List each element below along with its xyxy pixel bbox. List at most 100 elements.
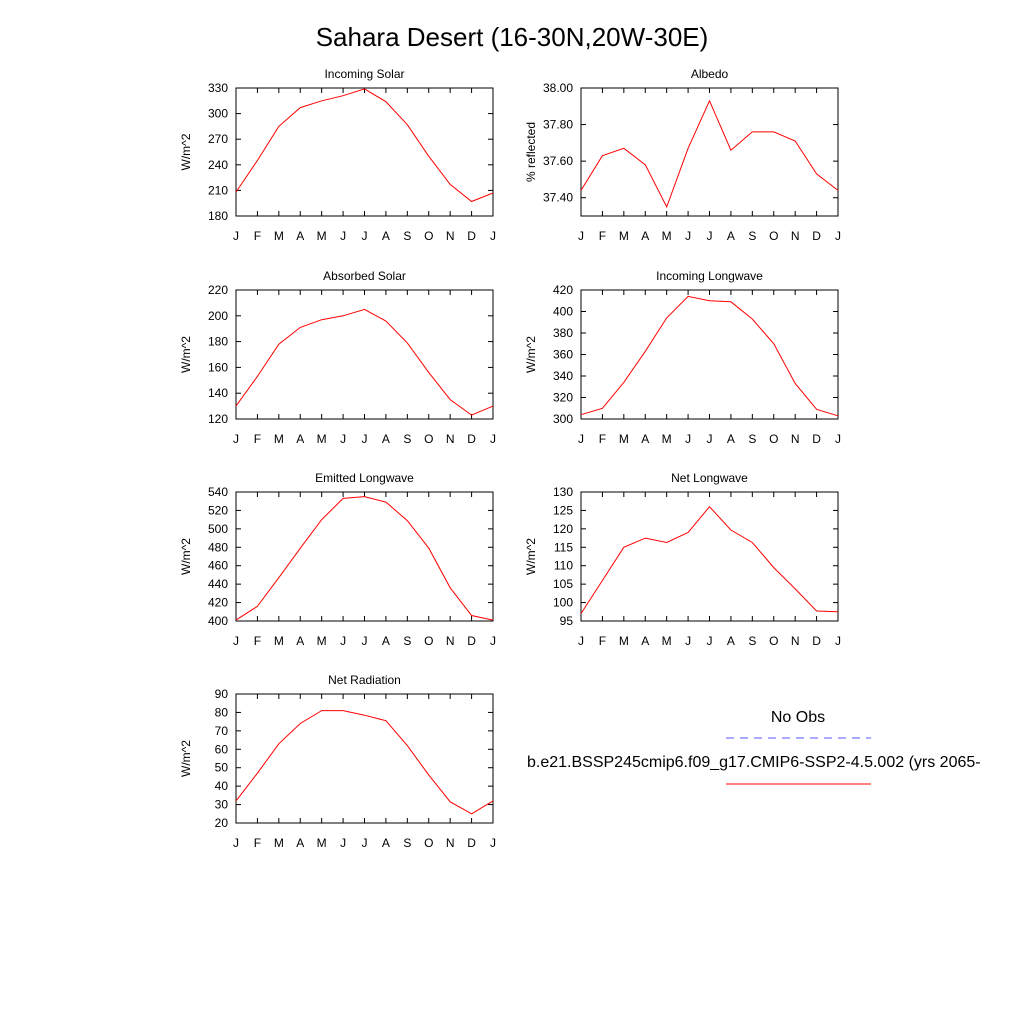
incoming-solar-xtick-label: J bbox=[233, 229, 239, 243]
net-radiation-xtick-label: M bbox=[317, 836, 327, 850]
emitted-longwave-xtick-label: J bbox=[233, 634, 239, 648]
incoming-solar-xtick-label: A bbox=[382, 229, 390, 243]
net-longwave-xtick-label: A bbox=[727, 634, 735, 648]
albedo-xtick-label: S bbox=[748, 229, 756, 243]
incoming-solar-xtick-label: M bbox=[317, 229, 327, 243]
incoming-solar-xtick-label: S bbox=[403, 229, 411, 243]
absorbed-solar-ytick-label: 120 bbox=[208, 412, 228, 426]
emitted-longwave-ytick-label: 540 bbox=[208, 485, 228, 499]
absorbed-solar-xtick-label: N bbox=[446, 432, 455, 446]
incoming-solar-xtick-label: N bbox=[446, 229, 455, 243]
incoming-longwave-ytick-label: 420 bbox=[553, 283, 573, 297]
emitted-longwave-title: Emitted Longwave bbox=[315, 471, 414, 485]
net-radiation-xtick-label: S bbox=[403, 836, 411, 850]
figure-title: Sahara Desert (16-30N,20W-30E) bbox=[316, 22, 709, 52]
absorbed-solar-xtick-label: S bbox=[403, 432, 411, 446]
net-longwave-xtick-label: J bbox=[685, 634, 691, 648]
emitted-longwave-ytick-label: 520 bbox=[208, 503, 228, 517]
emitted-longwave-ylabel: W/m^2 bbox=[179, 538, 193, 575]
albedo-ytick-label: 38.00 bbox=[543, 81, 573, 95]
net-longwave-series-line bbox=[580, 505, 839, 614]
net-longwave-xtick-label: J bbox=[707, 634, 713, 648]
net-longwave-xtick-label: N bbox=[791, 634, 800, 648]
net-radiation-xtick-label: J bbox=[340, 836, 346, 850]
incoming-longwave-ytick-label: 340 bbox=[553, 369, 573, 383]
incoming-longwave-xtick-label: J bbox=[685, 432, 691, 446]
absorbed-solar-ytick-label: 200 bbox=[208, 309, 228, 323]
emitted-longwave-xtick-label: S bbox=[403, 634, 411, 648]
legend-obs-label: No Obs bbox=[771, 709, 825, 726]
albedo-xtick-label: J bbox=[578, 229, 584, 243]
incoming-longwave-title: Incoming Longwave bbox=[656, 269, 763, 283]
albedo-xtick-label: D bbox=[812, 229, 821, 243]
net-longwave-xtick-label: M bbox=[662, 634, 672, 648]
absorbed-solar-xtick-label: A bbox=[382, 432, 390, 446]
emitted-longwave-xtick-label: A bbox=[382, 634, 390, 648]
emitted-longwave-xtick-label: N bbox=[446, 634, 455, 648]
net-longwave-ytick-label: 125 bbox=[553, 503, 573, 517]
incoming-solar-xtick-label: J bbox=[340, 229, 346, 243]
net-longwave-ytick-label: 95 bbox=[560, 614, 574, 628]
net-radiation-ytick-label: 80 bbox=[215, 705, 229, 719]
incoming-solar-ytick-label: 210 bbox=[208, 183, 228, 197]
emitted-longwave-xtick-label: A bbox=[296, 634, 304, 648]
absorbed-solar-xtick-label: M bbox=[317, 432, 327, 446]
net-longwave-xtick-label: J bbox=[835, 634, 841, 648]
net-radiation-xtick-label: F bbox=[254, 836, 261, 850]
absorbed-solar-ytick-label: 160 bbox=[208, 360, 228, 374]
albedo-xtick-label: O bbox=[769, 229, 778, 243]
absorbed-solar-xtick-label: A bbox=[296, 432, 304, 446]
net-longwave-xtick-label: A bbox=[641, 634, 649, 648]
albedo-xtick-label: J bbox=[707, 229, 713, 243]
net-longwave-ytick-label: 130 bbox=[553, 485, 573, 499]
incoming-longwave-ytick-label: 320 bbox=[553, 391, 573, 405]
net-radiation-xtick-label: J bbox=[362, 836, 368, 850]
net-radiation-ytick-label: 90 bbox=[215, 687, 229, 701]
net-radiation-xtick-label: A bbox=[382, 836, 390, 850]
incoming-solar-xtick-label: O bbox=[424, 229, 433, 243]
net-radiation-xtick-label: J bbox=[490, 836, 496, 850]
incoming-solar-xtick-label: D bbox=[467, 229, 476, 243]
incoming-solar-ytick-label: 300 bbox=[208, 107, 228, 121]
albedo-xtick-label: M bbox=[662, 229, 672, 243]
emitted-longwave-xtick-label: D bbox=[467, 634, 476, 648]
albedo-title: Albedo bbox=[691, 67, 729, 81]
emitted-longwave-ytick-label: 500 bbox=[208, 522, 228, 536]
emitted-longwave-xtick-label: M bbox=[274, 634, 284, 648]
net-radiation-ytick-label: 20 bbox=[215, 816, 229, 830]
incoming-longwave-xtick-label: O bbox=[769, 432, 778, 446]
net-radiation-series-line bbox=[235, 710, 494, 815]
incoming-longwave-ytick-label: 380 bbox=[553, 326, 573, 340]
emitted-longwave-xtick-label: J bbox=[340, 634, 346, 648]
incoming-solar-xtick-label: F bbox=[254, 229, 261, 243]
albedo-series-line bbox=[580, 99, 839, 209]
net-radiation-ytick-label: 50 bbox=[215, 761, 229, 775]
absorbed-solar-xtick-label: F bbox=[254, 432, 261, 446]
net-radiation-ytick-label: 60 bbox=[215, 742, 229, 756]
net-radiation-ytick-label: 40 bbox=[215, 779, 229, 793]
absorbed-solar-ylabel: W/m^2 bbox=[179, 336, 193, 373]
emitted-longwave-ytick-label: 440 bbox=[208, 577, 228, 591]
absorbed-solar-series-line bbox=[235, 308, 494, 416]
incoming-longwave-ylabel: W/m^2 bbox=[524, 336, 538, 373]
albedo-ytick-label: 37.60 bbox=[543, 154, 573, 168]
absorbed-solar-xtick-label: J bbox=[490, 432, 496, 446]
net-radiation-ytick-label: 30 bbox=[215, 798, 229, 812]
net-radiation-xtick-label: M bbox=[274, 836, 284, 850]
incoming-longwave-xtick-label: N bbox=[791, 432, 800, 446]
albedo-xtick-label: A bbox=[641, 229, 649, 243]
incoming-longwave-frame bbox=[580, 289, 839, 420]
incoming-longwave-xtick-label: M bbox=[619, 432, 629, 446]
emitted-longwave-xtick-label: J bbox=[362, 634, 368, 648]
incoming-longwave-xtick-label: M bbox=[662, 432, 672, 446]
emitted-longwave-xtick-label: F bbox=[254, 634, 261, 648]
incoming-longwave-ytick-label: 360 bbox=[553, 348, 573, 362]
absorbed-solar-xtick-label: J bbox=[362, 432, 368, 446]
albedo-ytick-label: 37.80 bbox=[543, 118, 573, 132]
incoming-longwave-xtick-label: J bbox=[578, 432, 584, 446]
incoming-solar-ytick-label: 270 bbox=[208, 132, 228, 146]
